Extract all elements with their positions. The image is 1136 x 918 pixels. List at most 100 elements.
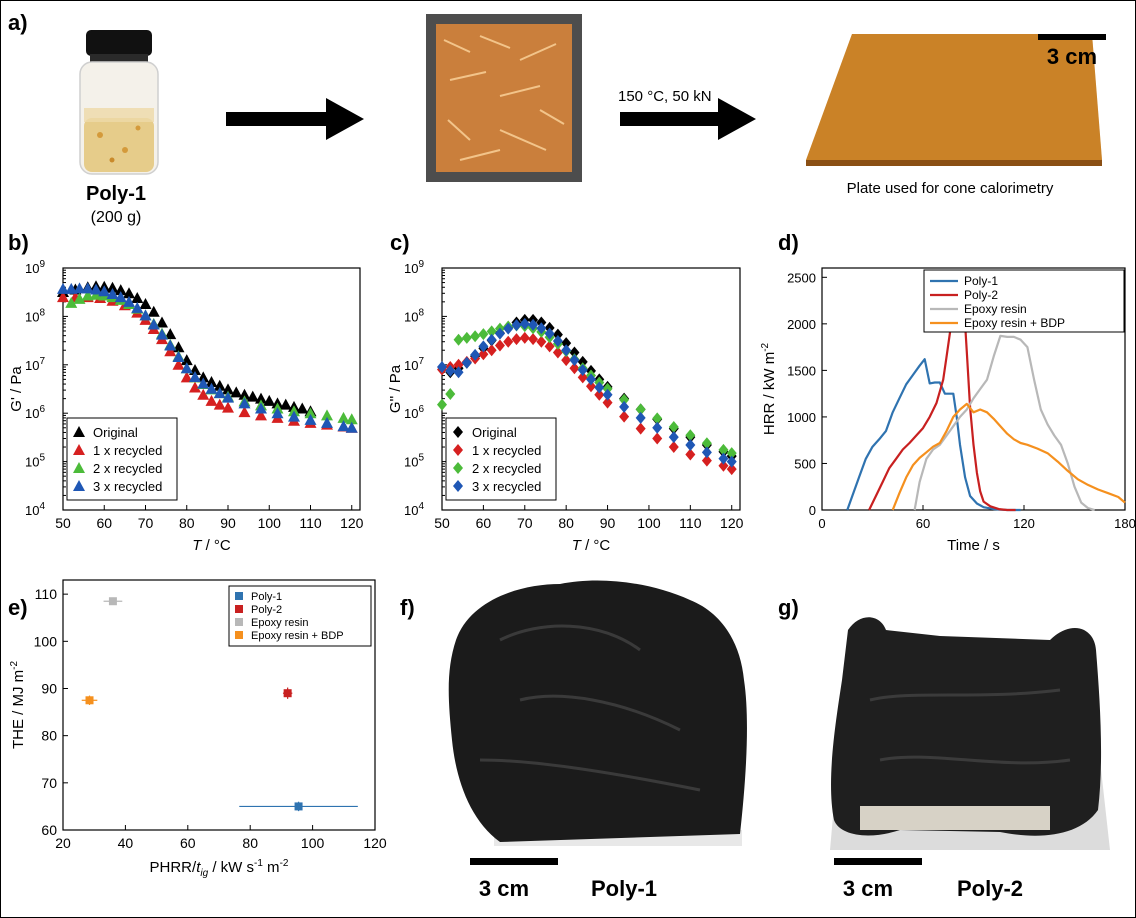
data-point-diamond <box>437 361 447 374</box>
legend-marker <box>235 605 243 613</box>
series-line-poly-1 <box>846 358 1021 512</box>
x-tick-label: 60 <box>916 516 930 531</box>
data-point-triangle <box>345 421 358 433</box>
data-point-diamond <box>519 317 530 330</box>
data-point-triangle <box>296 402 309 414</box>
x-tick-label: 60 <box>96 515 112 531</box>
x-tick-label: 180 <box>1114 516 1136 531</box>
x-tick-label: 90 <box>220 515 236 531</box>
data-point-diamond <box>494 339 505 352</box>
data-point-triangle <box>81 289 94 301</box>
data-point-triangle <box>65 296 78 308</box>
data-point-diamond <box>544 327 555 340</box>
data-point-triangle <box>164 345 177 357</box>
y-tick-label: 107 <box>404 356 424 373</box>
x-tick-label: 60 <box>476 515 492 531</box>
data-point-triangle <box>279 398 292 410</box>
data-point-square <box>283 689 292 698</box>
y-tick-label: 2000 <box>787 317 816 332</box>
data-point-triangle <box>180 362 193 374</box>
data-point-triangle <box>131 291 144 303</box>
data-point-diamond <box>726 463 737 476</box>
data-point-triangle <box>106 288 119 300</box>
process-condition: 150 °C, 50 kN <box>618 88 712 105</box>
legend-label: 1 x recycled <box>93 443 162 458</box>
data-point-diamond <box>561 354 572 367</box>
plot-frame <box>821 267 1126 511</box>
data-point-diamond <box>685 429 696 442</box>
data-point-diamond <box>701 437 712 450</box>
legend-marker <box>453 426 463 438</box>
data-point-triangle <box>189 381 201 393</box>
data-point-triangle <box>114 284 127 296</box>
data-point-triangle <box>337 420 350 432</box>
legend-label: Epoxy resin <box>964 302 1027 316</box>
plate-caption: Plate used for cone calorimetry <box>847 180 1054 197</box>
data-point-triangle <box>222 391 234 403</box>
panel-b: b) 50 60 70 80 90 100 110 120 104 105 106 107 108 109 T… <box>8 230 364 554</box>
legend-marker <box>453 462 463 474</box>
data-point-triangle <box>98 285 111 297</box>
y-axis-label: G'' / Pa <box>387 364 404 413</box>
data-point-diamond <box>552 346 563 359</box>
legend-label: Epoxy resin + BDP <box>251 630 344 642</box>
data-point-diamond <box>569 362 580 375</box>
data-point-diamond <box>461 356 472 369</box>
x-tick-label: 120 <box>720 515 744 531</box>
data-point-triangle <box>288 410 300 422</box>
x-tick-label: 100 <box>637 515 661 531</box>
data-point-diamond <box>528 318 539 331</box>
char-residue-image <box>448 580 747 846</box>
data-point-triangle <box>197 371 210 383</box>
data-point-triangle <box>213 398 226 410</box>
x-tick-label: 110 <box>299 515 322 531</box>
data-point-triangle <box>164 328 177 340</box>
legend-label: Epoxy resin + BDP <box>964 316 1065 330</box>
data-point-square <box>85 696 94 705</box>
y-tick-label: 0 <box>809 503 816 518</box>
data-point-diamond <box>726 455 737 468</box>
mold-image <box>426 14 582 182</box>
y-tick-label: 108 <box>404 307 424 324</box>
arrow-right-icon <box>620 98 756 140</box>
data-point-diamond <box>635 403 646 416</box>
y-tick-label: 500 <box>794 456 816 471</box>
x-tick-label: 60 <box>180 835 196 851</box>
panel-letter-g: g) <box>778 595 799 620</box>
sample-label-g: Poly-2 <box>957 876 1023 901</box>
y-tick-label: 104 <box>25 501 45 518</box>
arrow-right-icon <box>226 98 364 140</box>
data-point-diamond <box>718 459 729 472</box>
data-point-diamond <box>685 439 696 452</box>
legend-label: Poly-2 <box>964 288 998 302</box>
data-point-triangle <box>213 387 226 399</box>
data-point-diamond <box>685 448 696 461</box>
x-tick-label: 120 <box>1013 516 1035 531</box>
data-point-triangle <box>131 301 144 313</box>
jar-image <box>79 30 159 175</box>
y-tick-label: 106 <box>404 404 424 421</box>
plate-image <box>806 34 1102 166</box>
data-point-diamond <box>461 331 472 344</box>
x-tick-label: 20 <box>55 835 71 851</box>
panel-letter-e: e) <box>8 595 28 620</box>
data-point-triangle <box>147 318 160 330</box>
data-point-triangle <box>246 390 259 402</box>
data-point-diamond <box>453 358 464 371</box>
data-point-triangle <box>172 358 185 370</box>
y-tick-label: 1000 <box>787 410 816 425</box>
y-tick-label: 109 <box>404 259 424 276</box>
data-point-diamond <box>503 322 514 335</box>
legend-marker <box>73 426 85 437</box>
series-line-epoxy-resin <box>913 334 1096 512</box>
legend-marker <box>235 592 243 600</box>
data-point-triangle <box>90 283 102 295</box>
scale-bar-label-f: 3 cm <box>479 876 529 901</box>
data-point-triangle <box>205 376 218 388</box>
data-point-triangle <box>255 392 267 404</box>
panel-c: c) 50 60 70 80 90 100 110 120 104 105 106 107 108 109 T… <box>387 230 744 554</box>
data-point-triangle <box>139 309 152 321</box>
legend-label: 3 x recycled <box>472 479 541 494</box>
x-tick-label: 100 <box>258 515 282 531</box>
data-point-diamond <box>701 446 712 459</box>
